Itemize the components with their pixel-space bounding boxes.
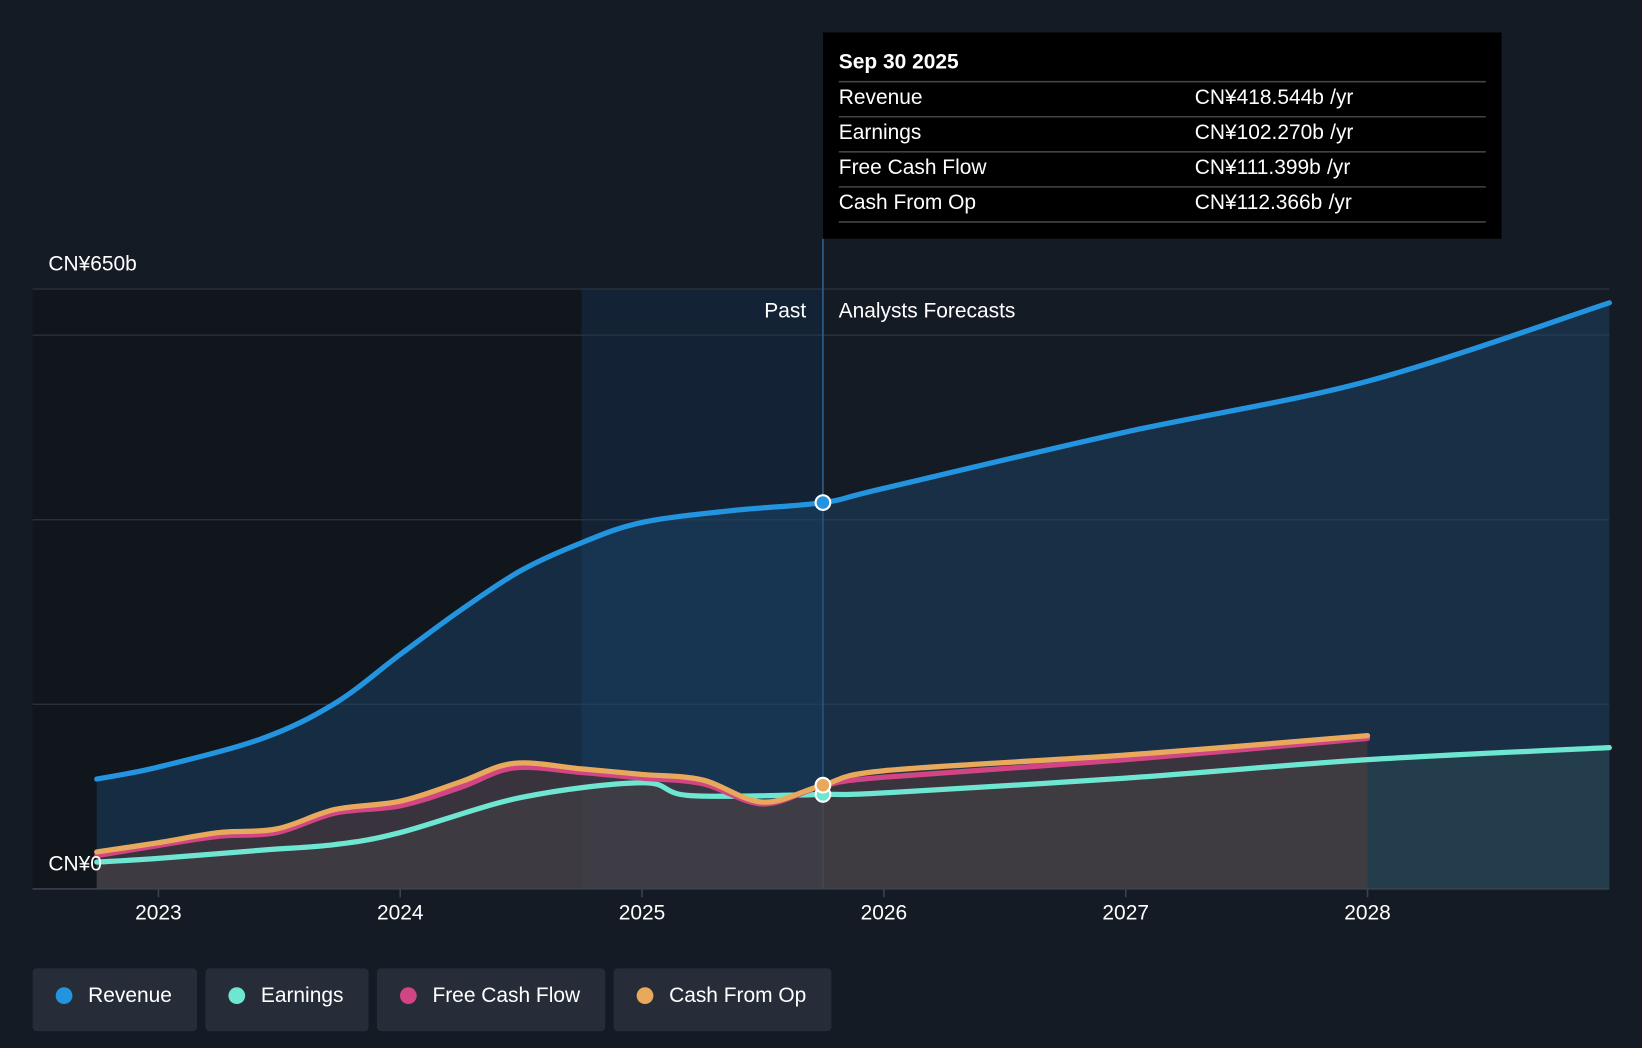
x-tick-label: 2028 [1344,902,1391,925]
tooltip-date: Sep 30 2025 [839,50,959,73]
tooltip-unit: /yr [1329,191,1352,214]
legend-button [613,968,832,1032]
x-tick-label: 2025 [619,902,666,925]
hover-dot [814,776,832,794]
series-line [94,735,1371,859]
legend-label: Free Cash Flow [432,984,581,1007]
legend-item[interactable]: Revenue [32,968,198,1032]
y-tick-label: CN¥0 [48,852,101,875]
legend-dot [636,987,654,1005]
legend-label: Cash From Op [669,984,806,1007]
legend-button [32,968,198,1032]
tooltip-unit: /yr [1330,121,1353,144]
legend-item[interactable]: Cash From Op [613,968,832,1032]
x-tick-label: 2023 [135,902,182,925]
series-area [96,735,1368,889]
tooltip-label: Free Cash Flow [839,156,988,179]
x-tick-label: 2026 [861,902,908,925]
series-line [94,733,1371,855]
legend-button [205,968,369,1032]
tooltip-box [823,32,1502,239]
legend-label: Earnings [261,984,344,1007]
tooltip-value: CN¥112.366b [1195,191,1323,214]
hover-dot [814,494,832,511]
legend-dot [55,987,73,1005]
tooltip: Sep 30 2025 Revenue CN¥418.544b/yr Earnings… [823,32,1502,239]
forecast-label: Analysts Forecasts [839,300,1016,323]
legend-button [376,968,606,1032]
legend-item[interactable]: Free Cash Flow [376,968,606,1032]
y-tick-label: CN¥650b [48,252,136,275]
series-area [96,747,1610,889]
x-tick-label: 2027 [1102,902,1149,925]
tooltip-unit: /yr [1330,86,1353,109]
tooltip-unit: /yr [1327,156,1350,179]
legend-dot [228,987,246,1005]
legend-dot [399,987,417,1005]
series-line [94,745,1612,865]
series-line [94,300,1612,782]
tooltip-value: CN¥111.399b [1195,156,1321,179]
tooltip-label: Earnings [839,121,922,144]
series-area [96,738,1368,889]
legend-item[interactable]: Earnings [205,968,369,1032]
past-label: Past [764,300,806,323]
series-area [96,302,1610,889]
x-tick-label: 2024 [377,902,424,925]
tooltip-value: CN¥102.270b [1195,121,1324,144]
legend-label: Revenue [88,984,172,1007]
highlight-region [581,288,823,889]
tooltip-label: Cash From Op [839,191,976,214]
tooltip-label: Revenue [839,86,923,109]
tooltip-value: CN¥418.544b [1195,86,1324,109]
